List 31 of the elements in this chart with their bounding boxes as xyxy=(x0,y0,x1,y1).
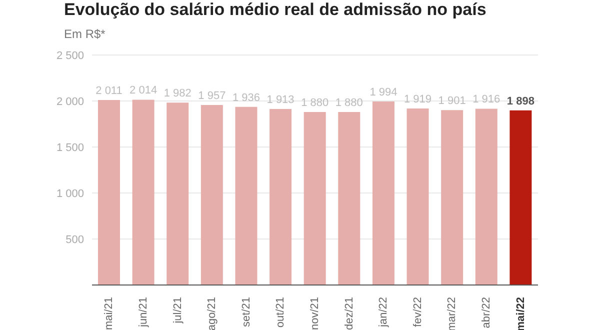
chart-title: Evolução do salário médio real de admissão no país xyxy=(64,0,486,20)
data-label: 1 936 xyxy=(232,92,260,104)
x-tick-label: nov/21 xyxy=(309,297,321,330)
x-tick-label: fev/22 xyxy=(412,297,424,327)
x-tick-label: mai/21 xyxy=(103,297,116,330)
data-label: 1 898 xyxy=(506,95,534,108)
x-tick-label: set/21 xyxy=(240,297,252,327)
x-tick-label: ago/21 xyxy=(206,297,218,330)
data-label: 1 982 xyxy=(164,88,192,100)
data-label: 2 014 xyxy=(130,84,158,97)
y-tick-label: 1 500 xyxy=(56,142,84,154)
y-tick-label: 2 500 xyxy=(56,50,84,62)
y-tick-label: 500 xyxy=(66,234,84,246)
data-label: 1 880 xyxy=(301,97,329,110)
x-tick-label: out/21 xyxy=(274,297,287,328)
x-tick-label: jul/21 xyxy=(172,297,184,324)
y-tick-label: 1 000 xyxy=(56,188,84,200)
x-tick-label: jan/22 xyxy=(378,297,390,328)
data-label: 1 880 xyxy=(335,97,363,110)
data-label: 2 011 xyxy=(96,84,122,97)
data-label: 1 957 xyxy=(198,90,226,102)
y-tick-label: 2 000 xyxy=(56,96,84,108)
x-tick-label: jun/21 xyxy=(137,297,150,328)
x-tick-label: abr/22 xyxy=(480,297,493,328)
data-label: 1 994 xyxy=(370,86,398,99)
data-label: 1 913 xyxy=(266,94,294,106)
chart-subtitle: Em R$* xyxy=(64,27,106,41)
data-label: 1 919 xyxy=(404,93,432,106)
data-label: 1 916 xyxy=(472,94,500,106)
data-label: 1 901 xyxy=(438,95,466,108)
x-tick-label: dez/21 xyxy=(343,297,356,330)
